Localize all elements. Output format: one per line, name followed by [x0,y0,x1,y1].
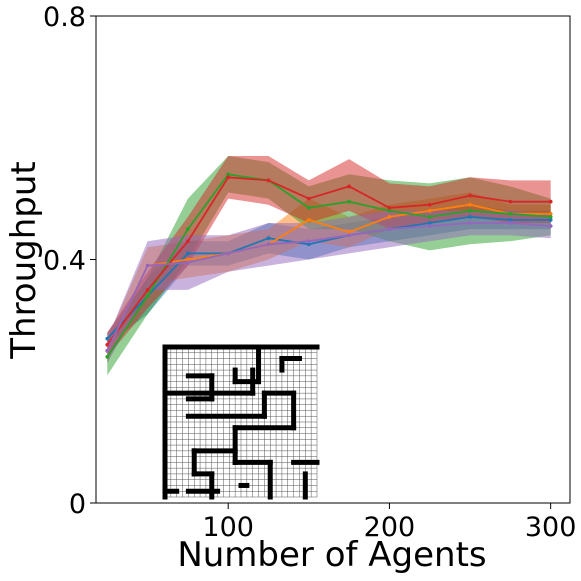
data-point [427,224,432,228]
data-point [226,175,231,180]
data-point [548,214,553,219]
data-point [185,257,190,262]
data-point [145,263,150,268]
data-point [226,172,231,177]
data-point [548,224,553,228]
data-point [427,208,432,213]
data-point [145,294,150,298]
x-tick-label: 300 [525,512,577,543]
maze-map-inset [162,344,320,500]
data-point [347,199,352,204]
data-point [306,196,311,201]
confidence-bands [107,156,551,376]
series-line-1 [106,203,551,352]
series-line-4 [106,222,551,352]
data-point [185,239,190,244]
data-point [508,211,513,216]
x-tick-label: 200 [364,512,416,543]
x-axis-label: Number of Agents [177,535,486,575]
data-point [306,218,311,222]
data-point [105,336,110,341]
data-point [266,242,271,247]
data-point [306,205,311,210]
data-point [145,288,150,292]
data-point [185,260,190,265]
x-tick-label: 100 [202,512,254,543]
data-point [387,205,392,210]
data-point [548,199,553,204]
y-axis-label: Throughput [4,161,44,360]
data-point [468,221,472,225]
confidence-band-4 [107,210,551,363]
data-point [266,178,271,183]
axis-ticks: 100 200 300 0 0.4 0.8 [43,2,576,543]
series-lines [105,172,553,359]
y-tick-label: 0.8 [43,2,86,33]
data-point [306,242,311,247]
data-point [508,218,513,222]
data-point [548,218,553,222]
data-point [468,208,472,213]
data-point [387,227,392,231]
data-point [468,193,472,198]
data-point [387,214,392,219]
data-point [468,202,472,207]
data-point [347,230,352,235]
data-point [266,236,271,241]
data-point [347,184,352,189]
confidence-band-3 [107,156,551,357]
data-point [468,214,472,219]
series-line-2 [106,173,551,358]
data-point [508,221,513,225]
data-point [387,208,392,213]
data-point [427,214,432,219]
series-line-3 [106,176,551,346]
data-point [548,211,553,216]
data-point [105,342,110,347]
data-point [105,355,110,359]
data-point [427,202,432,207]
data-point [347,233,352,238]
data-point [306,239,311,244]
data-point [226,251,231,256]
data-point [427,221,432,225]
data-point [185,251,190,256]
y-tick-label: 0 [69,489,86,520]
y-tick-label: 0.4 [43,246,86,277]
data-point [508,199,513,204]
data-point [185,227,190,231]
data-point [105,348,110,353]
